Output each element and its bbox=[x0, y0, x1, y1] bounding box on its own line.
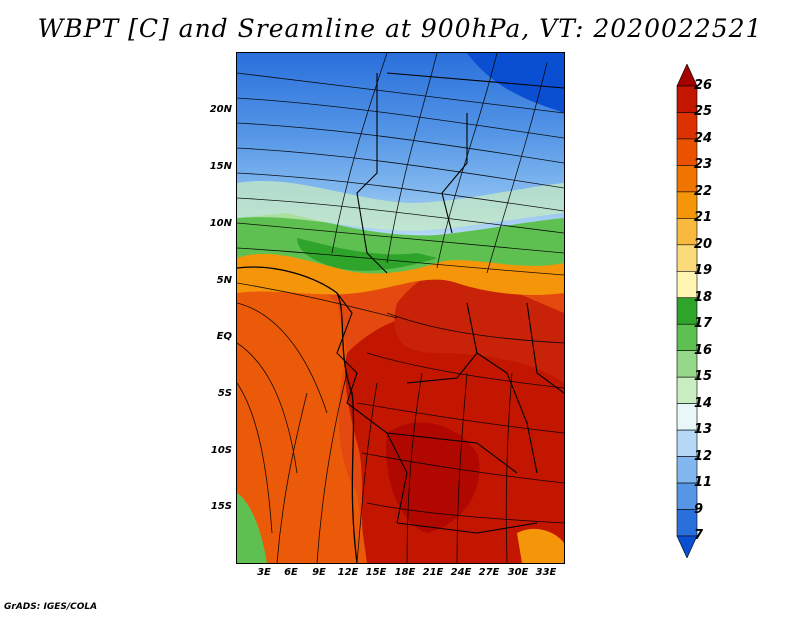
wbpt-field-map bbox=[237, 53, 564, 563]
lon-label: 9E bbox=[312, 567, 326, 578]
pale-band bbox=[237, 180, 564, 231]
colorbar-label: 18 bbox=[694, 289, 713, 305]
lat-label: 20N bbox=[209, 104, 232, 115]
map-panel[interactable] bbox=[236, 52, 565, 564]
hot-spot bbox=[386, 422, 480, 533]
credit-text: GrADS: IGES/COLA bbox=[4, 602, 98, 612]
colorbar-label: 21 bbox=[694, 210, 713, 226]
colorbar-bottom-triangle bbox=[676, 535, 698, 558]
lon-label: 24E bbox=[450, 567, 472, 578]
lon-label: 18E bbox=[394, 567, 416, 578]
lat-label: EQ bbox=[216, 331, 232, 342]
lat-label: 10S bbox=[210, 445, 232, 456]
lon-label: 15E bbox=[365, 567, 387, 578]
lat-label: 5S bbox=[217, 388, 232, 399]
lat-label: 15N bbox=[209, 161, 232, 172]
lon-label: 3E bbox=[257, 567, 271, 578]
colorbar-label: 20 bbox=[694, 236, 713, 252]
sw-green bbox=[237, 493, 267, 563]
colorbar-label: 13 bbox=[694, 422, 713, 438]
colorbar-label: 17 bbox=[694, 316, 713, 332]
lon-label: 6E bbox=[284, 567, 298, 578]
se-orange bbox=[517, 528, 564, 563]
map-title: WBPT [C] and Sreamline at 900hPa, VT: 20… bbox=[37, 14, 763, 43]
colorbar-label: 19 bbox=[694, 263, 713, 279]
lat-label: 10N bbox=[209, 218, 232, 229]
colorbar-label: 9 bbox=[694, 501, 704, 517]
colorbar-label: 14 bbox=[694, 395, 713, 411]
west-field bbox=[237, 272, 367, 563]
lon-label: 12E bbox=[337, 567, 359, 578]
colorbar-label: 16 bbox=[694, 342, 713, 358]
green-dark bbox=[297, 238, 437, 271]
streamlines bbox=[237, 53, 564, 563]
colorbar-label: 7 bbox=[694, 528, 704, 543]
colorbar-label: 12 bbox=[694, 448, 713, 464]
colorbar bbox=[676, 64, 698, 558]
colorbar-label: 15 bbox=[694, 369, 713, 385]
hot-core-north bbox=[394, 268, 564, 383]
lat-label: 15S bbox=[210, 501, 232, 512]
lat-label: 5N bbox=[216, 275, 232, 286]
lon-label: 30E bbox=[507, 567, 529, 578]
lon-label: 27E bbox=[478, 567, 500, 578]
colorbar-label: 23 bbox=[694, 157, 713, 173]
colorbar-label: 25 bbox=[694, 104, 713, 120]
colorbar-label: 22 bbox=[694, 183, 713, 199]
cold-core bbox=[467, 53, 564, 113]
colorbar-label: 24 bbox=[694, 130, 713, 146]
colorbar-label: 26 bbox=[694, 78, 713, 93]
lon-label: 33E bbox=[535, 567, 557, 578]
country-borders bbox=[336, 72, 564, 534]
colorbar-label: 11 bbox=[694, 475, 713, 491]
coastline bbox=[237, 266, 358, 563]
lon-label: 21E bbox=[422, 567, 444, 578]
